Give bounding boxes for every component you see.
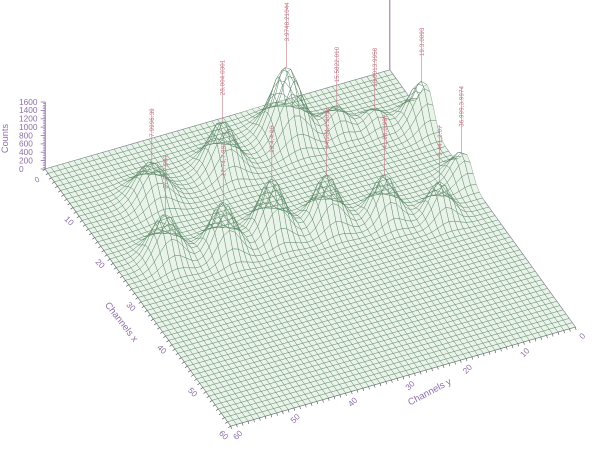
svg-text:41.98,0.997: 41.98,0.997 [383, 114, 389, 148]
svg-text:17.74,7.997: 17.74,7.997 [222, 142, 228, 176]
svg-text:1600: 1600 [19, 97, 38, 107]
svg-text:60: 60 [217, 428, 231, 442]
svg-text:20: 20 [460, 362, 474, 376]
svg-text:20: 20 [93, 257, 107, 271]
svg-text:40: 40 [346, 395, 360, 409]
svg-text:3.9748.21044: 3.9748.21044 [285, 2, 291, 42]
svg-text:12.4,4.00: 12.4,4.00 [270, 125, 276, 152]
svg-text:9.441,2.07: 9.441,2.07 [438, 125, 444, 156]
svg-text:44.984,1.9012: 44.984,1.9012 [325, 107, 331, 148]
svg-text:0: 0 [33, 175, 41, 185]
svg-text:0: 0 [577, 330, 588, 341]
svg-text:10.0013.9958: 10.0013.9958 [373, 47, 379, 87]
svg-text:28.004.0301: 28.004.0301 [221, 59, 227, 95]
svg-text:60: 60 [231, 428, 245, 442]
svg-text:36.999,3.9974: 36.999,3.9974 [460, 85, 466, 126]
svg-text:40: 40 [155, 342, 169, 356]
svg-text:7.9996.39: 7.9996.39 [150, 108, 156, 137]
svg-text:50: 50 [288, 411, 302, 425]
svg-text:Counts: Counts [0, 124, 10, 154]
svg-text:10: 10 [63, 214, 77, 228]
svg-text:27.98,7.987: 27.98,7.987 [164, 154, 170, 188]
svg-text:10: 10 [518, 345, 532, 359]
svg-text:50: 50 [186, 385, 200, 399]
svg-text:15.5822.010: 15.5822.010 [335, 46, 341, 82]
svg-text:30: 30 [403, 378, 417, 392]
svg-text:30: 30 [124, 300, 138, 314]
svg-text:19.3.0093: 19.3.0093 [420, 27, 426, 56]
svg-text:Channels y: Channels y [406, 376, 453, 408]
